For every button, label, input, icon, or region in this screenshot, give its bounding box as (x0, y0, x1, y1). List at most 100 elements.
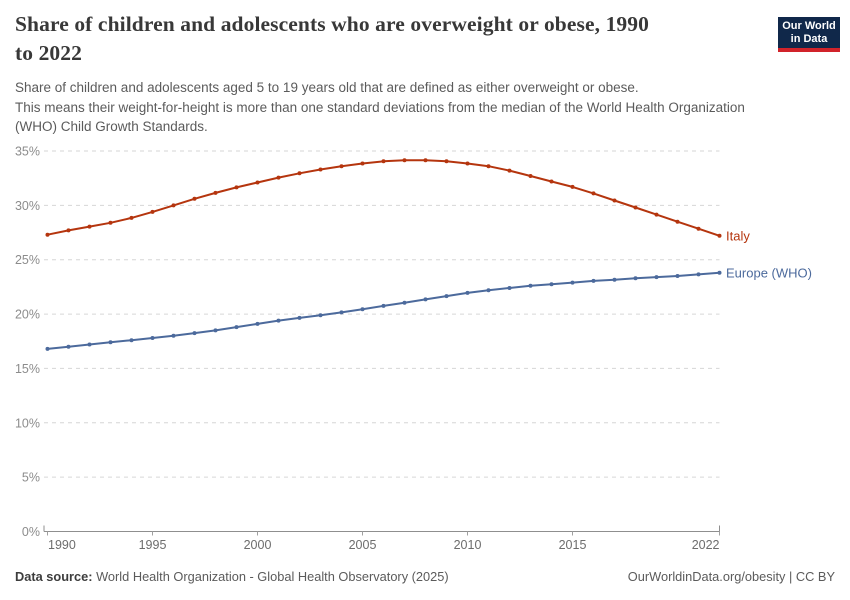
italy-point-1996[interactable] (171, 203, 176, 208)
europe-who-point-2004[interactable] (339, 310, 344, 315)
europe-who-point-1999[interactable] (234, 325, 239, 330)
europe-who-series-label[interactable]: Europe (WHO) (726, 265, 812, 280)
italy-point-2005[interactable] (360, 161, 365, 166)
italy-point-1990[interactable] (45, 232, 50, 237)
europe-who-point-2001[interactable] (276, 318, 281, 323)
italy-point-2012[interactable] (507, 168, 512, 173)
italy-point-2000[interactable] (255, 180, 260, 185)
italy-point-1999[interactable] (234, 185, 239, 190)
europe-who-point-2003[interactable] (318, 313, 323, 318)
europe-who-point-2019[interactable] (654, 275, 659, 280)
europe-who-point-2017[interactable] (612, 277, 617, 282)
data-source-text: World Health Organization - Global Healt… (92, 569, 449, 584)
italy-point-2022[interactable] (717, 233, 722, 238)
italy-point-2021[interactable] (696, 226, 701, 231)
y-tick-label: 0% (22, 525, 40, 539)
italy-point-2003[interactable] (318, 167, 323, 172)
page-title: Share of children and adolescents who ar… (15, 10, 765, 68)
europe-who-line (46, 271, 721, 350)
europe-who-point-2007[interactable] (402, 300, 407, 305)
data-source-label: Data source: (15, 569, 93, 584)
europe-who-point-1998[interactable] (213, 328, 218, 333)
europe-who-point-2021[interactable] (696, 272, 701, 277)
italy-line (46, 159, 721, 237)
italy-point-2015[interactable] (570, 184, 575, 189)
y-tick-label: 35% (15, 145, 40, 159)
europe-who-point-2008[interactable] (423, 297, 428, 302)
y-tick-label: 25% (15, 253, 40, 267)
chart-header: Share of children and adolescents who ar… (15, 10, 765, 137)
italy-point-2002[interactable] (297, 171, 302, 176)
italy-point-2008[interactable] (423, 158, 428, 163)
europe-who-point-2002[interactable] (297, 315, 302, 320)
subtitle-line-2: This means their weight-for-height is mo… (15, 99, 745, 115)
europe-who-point-2011[interactable] (486, 288, 491, 293)
italy-point-2019[interactable] (654, 212, 659, 217)
y-tick-label: 20% (15, 308, 40, 322)
italy-point-2017[interactable] (612, 198, 617, 203)
license-note[interactable]: OurWorldinData.org/obesity | CC BY (627, 569, 835, 584)
europe-who-point-2016[interactable] (591, 278, 596, 283)
italy-point-2011[interactable] (486, 164, 491, 169)
owid-logo-line-1: Our World (782, 19, 836, 32)
y-tick-label: 15% (15, 362, 40, 376)
europe-who-point-1996[interactable] (171, 333, 176, 338)
europe-who-point-1991[interactable] (66, 344, 71, 349)
x-tick-label: 2000 (244, 538, 272, 552)
europe-who-point-2013[interactable] (528, 283, 533, 288)
europe-who-point-2010[interactable] (465, 290, 470, 295)
europe-who-point-2020[interactable] (675, 274, 680, 278)
europe-who-point-2018[interactable] (633, 276, 638, 281)
europe-who-point-2000[interactable] (255, 321, 260, 326)
x-tick-label: 2022 (692, 538, 720, 552)
italy-point-2013[interactable] (528, 174, 533, 178)
italy-point-2016[interactable] (591, 191, 596, 196)
chart-subtitle: Share of children and adolescents aged 5… (15, 78, 765, 137)
europe-who-point-2012[interactable] (507, 286, 512, 290)
italy-point-2010[interactable] (465, 161, 470, 166)
italy-point-1992[interactable] (87, 224, 92, 229)
title-line-2: to 2022 (15, 41, 82, 65)
europe-who-point-1993[interactable] (108, 340, 113, 345)
europe-who-point-1994[interactable] (129, 338, 134, 343)
data-source-note: Data source: World Health Organization -… (15, 569, 449, 584)
italy-point-2018[interactable] (633, 205, 638, 210)
italy-point-2014[interactable] (549, 179, 554, 184)
italy-point-2004[interactable] (339, 164, 344, 169)
y-tick-label: 30% (15, 199, 40, 213)
italy-point-2007[interactable] (402, 158, 407, 163)
italy-point-1994[interactable] (129, 215, 134, 220)
italy-point-1995[interactable] (150, 209, 155, 214)
x-tick-label: 2005 (349, 538, 377, 552)
italy-point-2020[interactable] (675, 219, 680, 224)
subtitle-line-1: Share of children and adolescents aged 5… (15, 80, 639, 95)
subtitle-line-3: (WHO) Child Growth Standards. (15, 119, 208, 134)
europe-who-point-1992[interactable] (87, 342, 92, 347)
title-line-1: Share of children and adolescents who ar… (15, 12, 649, 36)
italy-point-1997[interactable] (192, 196, 197, 201)
x-tick-label: 2010 (454, 538, 482, 552)
x-tick-label: 1990 (48, 538, 76, 552)
italy-point-2009[interactable] (444, 159, 449, 164)
europe-who-point-1990[interactable] (45, 346, 50, 351)
italy-point-1998[interactable] (213, 190, 218, 195)
x-tick-label: 2015 (559, 538, 587, 552)
italy-point-2006[interactable] (381, 159, 386, 164)
owid-logo-line-2: in Data (790, 32, 828, 45)
y-tick-label: 10% (15, 416, 40, 430)
europe-who-point-1995[interactable] (150, 336, 155, 340)
europe-who-point-2015[interactable] (570, 280, 575, 285)
italy-series-label[interactable]: Italy (726, 228, 750, 243)
europe-who-point-2005[interactable] (360, 307, 365, 312)
europe-who-point-2014[interactable] (549, 282, 554, 287)
europe-who-point-2006[interactable] (381, 303, 386, 308)
italy-point-2001[interactable] (276, 175, 281, 180)
europe-who-point-2009[interactable] (444, 294, 449, 299)
italy-point-1993[interactable] (108, 220, 113, 225)
x-tick-label: 1995 (139, 538, 167, 552)
italy-point-1991[interactable] (66, 228, 71, 233)
europe-who-point-2022[interactable] (717, 270, 722, 275)
europe-who-point-1997[interactable] (192, 331, 197, 336)
y-tick-label: 5% (22, 471, 40, 485)
